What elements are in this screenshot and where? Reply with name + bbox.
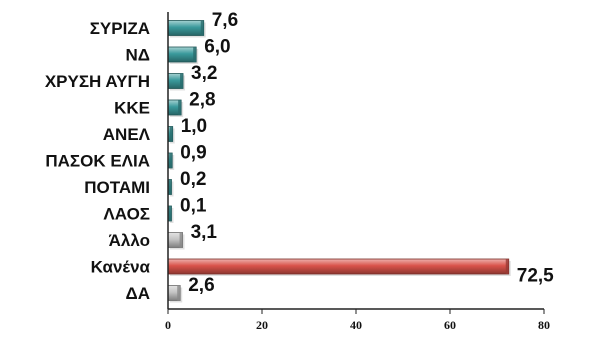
value-label: 72,5 (517, 266, 554, 287)
value-label: 2,8 (189, 90, 215, 111)
x-tick-label: 40 (350, 318, 362, 332)
bar-end-cap (200, 20, 204, 36)
value-label: 7,6 (212, 10, 238, 31)
bar-end-cap (177, 285, 181, 301)
category-label: Κανένα (91, 258, 151, 277)
value-label: 0,9 (180, 143, 206, 164)
bar-end-cap (168, 179, 172, 195)
bar-end-cap (169, 153, 173, 168)
category-label: ΠΟΤΑΜΙ (84, 178, 150, 197)
bar-end-cap (169, 126, 173, 142)
category-label: ΔΑ (126, 284, 151, 303)
bar-end-cap (193, 47, 197, 62)
bar-2 (167, 46, 197, 63)
bar-end-cap (178, 100, 182, 115)
category-label: ΚΚΕ (114, 99, 150, 118)
value-label: 3,1 (191, 222, 218, 243)
value-label: 2,6 (188, 275, 214, 296)
bar-end-cap (505, 259, 509, 274)
x-tick-label: 80 (538, 318, 550, 332)
category-label: ΑΝΕΛ (103, 125, 151, 144)
value-label: 0,2 (180, 169, 206, 190)
bar-10 (167, 258, 510, 275)
category-labels: ΣΥΡΙΖΑ ΝΔ ΧΡΥΣΗ ΑΥΓΗ ΚΚΕ ΑΝΕΛ ΠΑΣΟΚ ΕΛΙΑ ΠΟΤΑΜ… (45, 19, 151, 303)
bar-1 (167, 20, 205, 36)
value-label: 6,0 (204, 37, 230, 58)
bars-group (167, 20, 511, 303)
value-labels: 7,6 6,0 3,2 2,8 1,0 0,9 0,2 0,1 3,1 72,5 2,6 (180, 10, 554, 296)
bar-end-cap (168, 206, 172, 221)
category-label: ΝΔ (126, 46, 151, 65)
x-tick-label: 0 (165, 318, 171, 332)
x-tick-label: 60 (444, 318, 456, 332)
category-label: ΧΡΥΣΗ ΑΥΓΗ (45, 72, 150, 91)
category-label: ΛΑΟΣ (103, 205, 150, 224)
bar-end-cap (179, 232, 183, 248)
x-ticks: 0 20 40 60 80 (165, 309, 550, 332)
value-label: 3,2 (191, 63, 217, 84)
value-label: 1,0 (181, 116, 207, 137)
category-label: ΠΑΣΟΚ ΕΛΙΑ (45, 152, 150, 171)
x-tick-label: 20 (256, 318, 268, 332)
category-label: ΣΥΡΙΖΑ (90, 19, 150, 38)
category-label: Άλλο (109, 231, 150, 250)
bar-end-cap (180, 73, 184, 89)
value-label: 0,1 (180, 196, 207, 217)
